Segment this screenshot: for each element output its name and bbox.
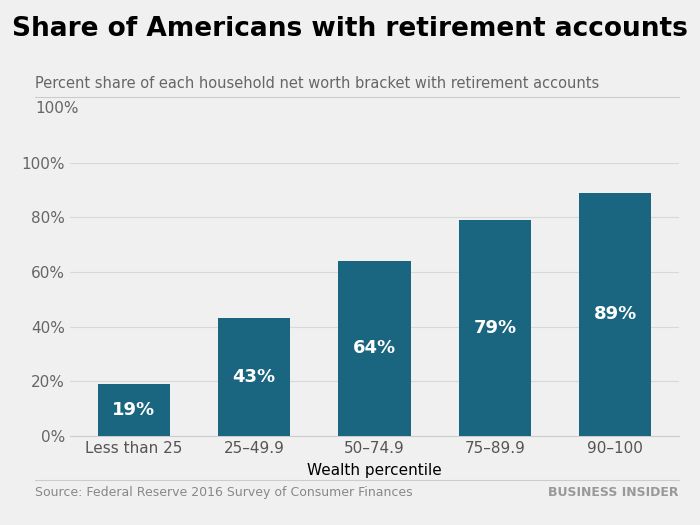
Bar [218,318,290,436]
Text: BUSINESS INSIDER: BUSINESS INSIDER [549,486,679,499]
Text: Percent share of each household net worth bracket with retirement accounts: Percent share of each household net wort… [35,76,599,91]
Text: Source: Federal Reserve 2016 Survey of Consumer Finances: Source: Federal Reserve 2016 Survey of C… [35,486,412,499]
Bar [458,220,531,436]
Bar [338,261,411,436]
Text: 79%: 79% [473,319,517,337]
Bar [579,193,651,436]
Text: 64%: 64% [353,339,396,358]
Text: 100%: 100% [35,101,78,116]
Text: 89%: 89% [594,305,637,323]
X-axis label: Wealth percentile: Wealth percentile [307,463,442,478]
Bar [98,384,170,436]
Text: Share of Americans with retirement accounts: Share of Americans with retirement accou… [12,16,688,42]
Text: 19%: 19% [112,401,155,419]
Text: 43%: 43% [232,368,276,386]
